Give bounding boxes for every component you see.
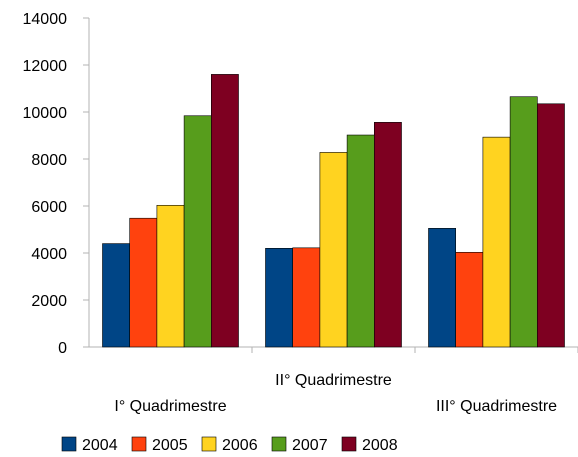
y-tick-label: 10000	[23, 105, 68, 122]
bar-2005-2	[292, 247, 321, 348]
legend-label-2007: 2007	[292, 437, 328, 454]
y-tick-label: 4000	[31, 246, 67, 263]
x-category-label: II° Quadrimestre	[275, 372, 392, 389]
bar-2004-1	[102, 243, 131, 348]
y-tick-label: 6000	[31, 199, 67, 216]
bar-2007-1	[183, 115, 212, 348]
bar-2008-1	[211, 74, 239, 348]
bar-2008-2	[373, 122, 402, 348]
legend-swatch-2007	[271, 436, 287, 452]
legend-label-2008: 2008	[362, 437, 398, 454]
legend-swatch-2004	[61, 436, 77, 452]
bar-2007-3	[509, 96, 538, 348]
bar-2007-2	[346, 134, 375, 348]
legend-swatch-2006	[201, 436, 217, 452]
legend-label-2005: 2005	[152, 437, 188, 454]
bars	[102, 74, 565, 348]
x-category-label: III° Quadrimestre	[436, 398, 557, 415]
bar-2004-3	[428, 228, 457, 348]
y-tick-label: 8000	[31, 152, 67, 169]
bar-2006-3	[482, 136, 511, 348]
bar-2004-2	[265, 248, 294, 348]
bar-2005-1	[129, 217, 158, 348]
bar-2006-2	[319, 152, 348, 348]
y-tick-label: 2000	[31, 293, 67, 310]
axis-labels: 0 2000 4000 6000 8000 10000 12000 14000 I° Quadr…	[23, 11, 558, 415]
bar-2006-1	[156, 204, 185, 348]
legend-swatch-2005	[131, 436, 147, 452]
legend: 2004 2005 2006 2007 2008	[61, 436, 398, 454]
bar-2008-3	[536, 103, 565, 348]
legend-label-2004: 2004	[82, 437, 118, 454]
bar-2005-3	[455, 251, 484, 348]
y-tick-label: 14000	[23, 11, 68, 28]
x-category-label: I° Quadrimestre	[114, 398, 226, 415]
y-tick-label: 0	[58, 340, 67, 357]
legend-label-2006: 2006	[222, 437, 258, 454]
legend-swatch-2008	[341, 436, 357, 452]
y-tick-label: 12000	[23, 58, 68, 75]
